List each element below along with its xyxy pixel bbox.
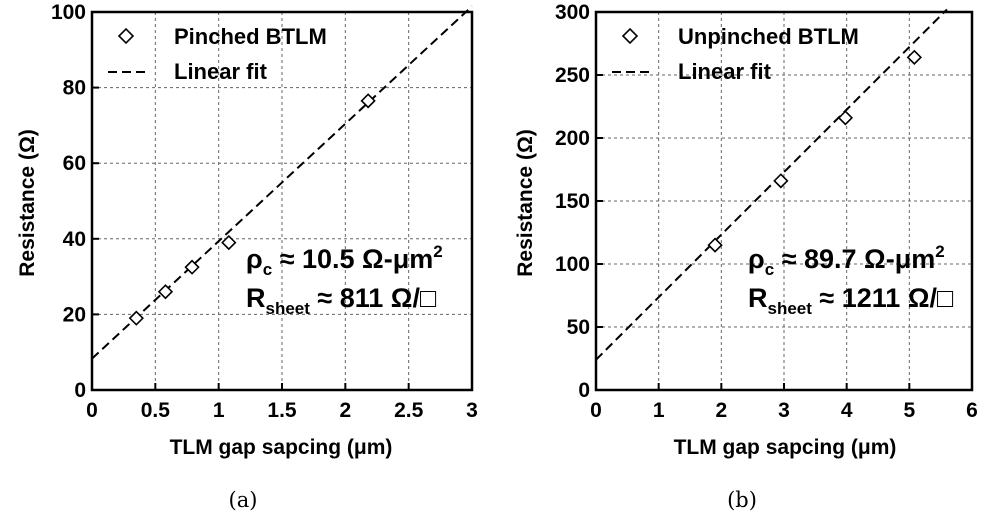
y-axis-label: Resistance (Ω) <box>514 129 537 277</box>
x-tick-label: 2 <box>339 399 351 422</box>
y-tick-label: 0 <box>578 379 590 402</box>
y-tick-label: 300 <box>555 1 590 24</box>
linear-fit-line <box>91 5 473 360</box>
x-tick-label: 0 <box>86 399 98 422</box>
chart-panel-a: TLM gap sapcing (μm) Resistance (Ω) 0 0.5… <box>16 1 478 512</box>
x-tick-label: 1 <box>213 399 225 422</box>
legend-label-data: Unpinched BTLM <box>678 24 859 49</box>
x-tick-label: 2 <box>715 399 727 422</box>
legend: Pinched BTLM Linear fit <box>108 24 327 84</box>
y-tick-label: 80 <box>63 77 86 100</box>
data-points <box>707 49 922 253</box>
y-tick-labels: 0 50 100 150 200 250 300 <box>555 1 603 402</box>
data-point <box>707 237 723 253</box>
x-tick-labels: 0 1 2 3 4 5 6 <box>590 383 978 422</box>
x-tick-label: 3 <box>466 399 478 422</box>
x-tick-label: 1 <box>653 399 665 422</box>
caption: (a) <box>229 488 258 512</box>
grid <box>596 12 972 390</box>
legend-label-data: Pinched BTLM <box>174 24 327 49</box>
sheet-resistance-annotation: Rsheet ≈ 1211 Ω/□ <box>748 283 954 318</box>
y-tick-label: 100 <box>555 253 590 276</box>
sheet-resistance-annotation: Rsheet ≈ 811 Ω/□ <box>246 283 437 318</box>
legend-diamond-marker <box>117 27 135 45</box>
linear-fit-line <box>595 8 948 361</box>
y-tick-label: 150 <box>555 190 590 213</box>
data-point <box>837 110 854 126</box>
data-point <box>773 173 789 189</box>
data-point <box>184 259 200 275</box>
y-tick-label: 50 <box>567 316 590 339</box>
contact-resistivity-annotation: ρc ≈ 89.7 Ω-μm2 <box>748 242 945 279</box>
data-point <box>360 93 376 109</box>
chart-panel-b: TLM gap sapcing (μm) Resistance (Ω) 0 1 2 3… <box>514 1 978 512</box>
y-tick-label: 40 <box>63 228 86 251</box>
plot-frame <box>90 10 474 392</box>
y-tick-label: 100 <box>51 1 86 24</box>
x-tick-label: 2.5 <box>394 399 424 422</box>
fit-layer <box>595 8 948 361</box>
x-tick-label: 4 <box>841 399 853 422</box>
grid <box>92 12 472 390</box>
data-point <box>157 284 174 300</box>
x-tick-label: 3 <box>778 399 790 422</box>
data-points <box>128 93 376 326</box>
x-axis-label: TLM gap sapcing (μm) <box>674 436 897 459</box>
y-tick-label: 20 <box>63 303 86 326</box>
y-axis-label: Resistance (Ω) <box>16 129 39 277</box>
data-point <box>906 49 922 65</box>
caption: (b) <box>727 488 757 512</box>
legend-label-fit: Linear fit <box>678 59 772 84</box>
x-tick-label: 0 <box>590 399 602 422</box>
y-tick-label: 0 <box>74 379 86 402</box>
x-axis-label: TLM gap sapcing (μm) <box>170 436 393 459</box>
x-tick-label: 6 <box>966 399 978 422</box>
x-tick-label: 0.5 <box>141 399 171 422</box>
y-tick-label: 250 <box>555 64 590 87</box>
legend: Unpinched BTLM Linear fit <box>612 24 859 84</box>
x-tick-label: 5 <box>903 399 915 422</box>
y-tick-label: 60 <box>63 152 86 175</box>
contact-resistivity-annotation: ρc ≈ 10.5 Ω-μm2 <box>246 242 443 279</box>
data-point <box>221 234 237 251</box>
plot-frame <box>594 10 974 392</box>
legend-label-fit: Linear fit <box>174 59 268 84</box>
legend-diamond-marker <box>621 27 639 45</box>
y-tick-labels: 0 20 40 60 80 100 <box>51 1 99 402</box>
data-point <box>128 310 144 326</box>
x-tick-label: 1.5 <box>267 399 297 422</box>
y-tick-label: 200 <box>555 127 590 150</box>
fit-layer <box>91 5 473 360</box>
